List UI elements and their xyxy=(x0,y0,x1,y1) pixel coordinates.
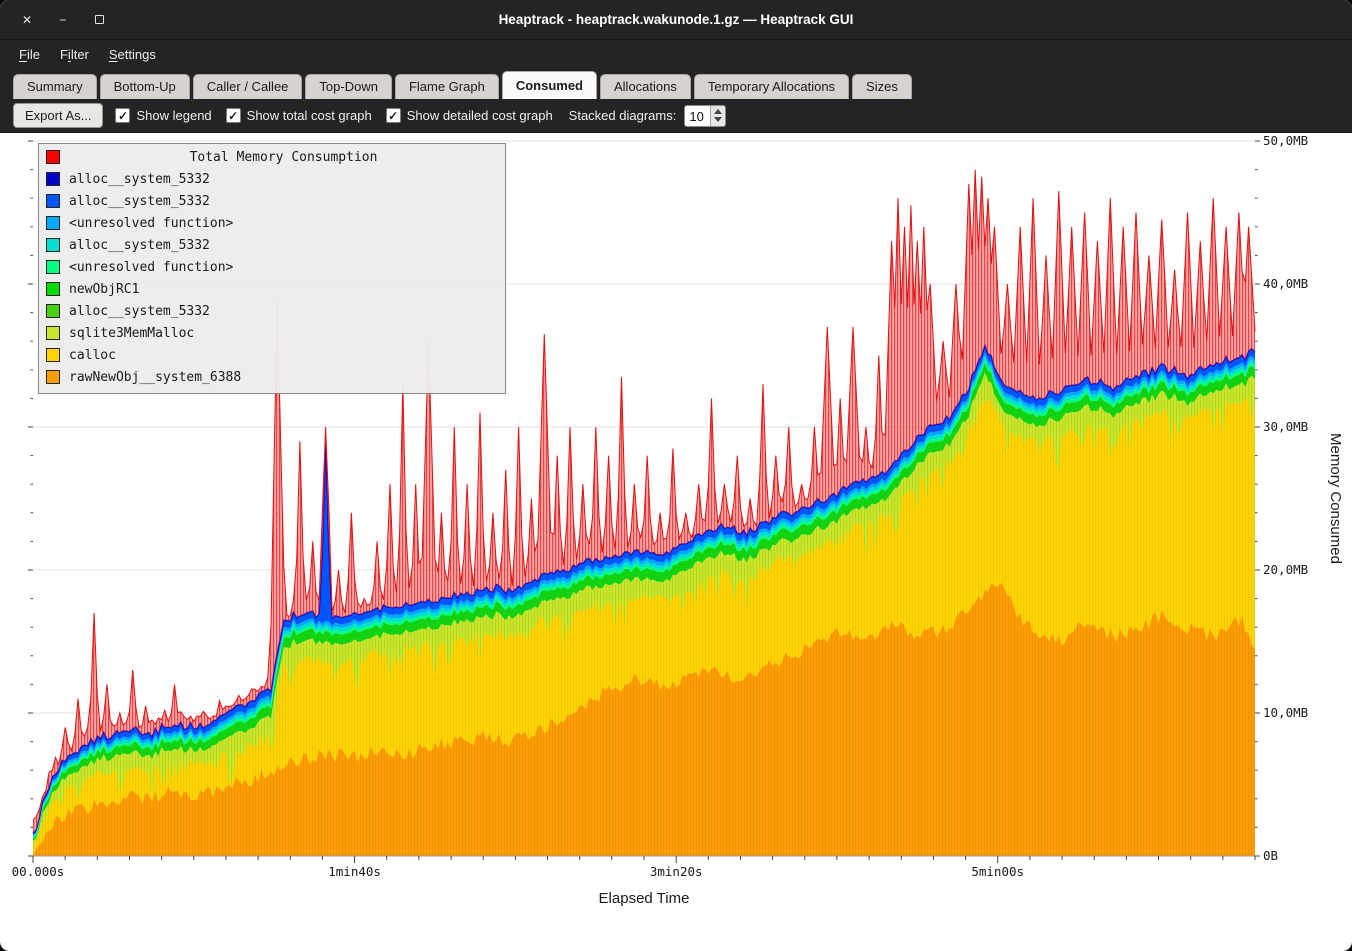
legend-swatch xyxy=(46,348,60,362)
legend-swatch-total xyxy=(46,150,60,164)
y-axis-title: Memory Consumed xyxy=(1327,433,1344,564)
checkbox-box[interactable]: ✓ xyxy=(225,108,241,123)
legend-entry: <unresolved function> xyxy=(46,256,498,278)
legend-label: <unresolved function> xyxy=(69,215,234,231)
tab-sizes[interactable]: Sizes xyxy=(852,74,912,99)
legend-label: alloc__system_5332 xyxy=(69,193,210,209)
x-axis-label: 5min00s xyxy=(971,864,1024,879)
legend-entry: alloc__system_5332 xyxy=(46,234,498,256)
legend-swatch xyxy=(46,282,60,296)
tab-bar: Summary Bottom-Up Caller / Callee Top-Down F… xyxy=(0,68,1352,99)
menu-settings[interactable]: Settings xyxy=(108,46,156,62)
checkbox-label: Show detailed cost graph xyxy=(406,108,553,123)
legend-entry: alloc__system_5332 xyxy=(46,190,498,212)
legend-swatch xyxy=(46,260,60,274)
tab-bottom-up[interactable]: Bottom-Up xyxy=(99,74,190,99)
legend-entry: rawNewObj__system_6388 xyxy=(46,366,498,388)
menu-file[interactable]: File xyxy=(19,46,40,62)
tab-temporary-allocations[interactable]: Temporary Allocations xyxy=(693,74,850,99)
legend-label: <unresolved function> xyxy=(69,259,234,275)
series-rawNewObj-area xyxy=(33,582,1255,856)
series-total-consumption-line xyxy=(32,169,1256,821)
window-controls: ✕ − xyxy=(16,0,110,39)
tab-top-down[interactable]: Top-Down xyxy=(305,74,392,99)
checkbox-show-total-cost-graph[interactable]: ✓ Show total cost graph xyxy=(225,108,372,123)
legend-entry: sqlite3MemMalloc xyxy=(46,322,498,344)
tab-summary[interactable]: Summary xyxy=(13,74,97,99)
memory-consumption-chart[interactable]: 0B 10,0MB 20,0MB 30,0MB 40,0MB 50,0MB 00.000s 1… xyxy=(0,133,1352,951)
y-axis-label: 20,0MB xyxy=(1263,562,1308,577)
legend-label: newObjRC1 xyxy=(69,281,140,297)
legend-label: alloc__system_5332 xyxy=(69,171,210,187)
spin-up-icon[interactable] xyxy=(714,109,723,114)
y-axis-label: 30,0MB xyxy=(1263,419,1308,434)
y-axis-label: 0B xyxy=(1263,848,1278,863)
y-axis-label: 50,0MB xyxy=(1263,133,1308,148)
legend-entry: newObjRC1 xyxy=(46,278,498,300)
stacked-diagrams-value: 10 xyxy=(689,108,704,124)
legend-label: alloc__system_5332 xyxy=(69,303,210,319)
checkbox-box[interactable]: ✓ xyxy=(115,108,131,123)
legend-swatch xyxy=(46,216,60,230)
checkbox-label: Show total cost graph xyxy=(246,108,372,123)
legend-title: Total Memory Consumption xyxy=(189,149,378,165)
stacked-diagrams-label: Stacked diagrams: xyxy=(568,108,677,123)
x-axis-label: 00.000s xyxy=(12,864,65,879)
legend-swatch xyxy=(46,370,60,384)
legend-swatch xyxy=(46,304,60,318)
legend-label: calloc xyxy=(69,347,116,363)
y-axis-label: 40,0MB xyxy=(1263,276,1308,291)
checkbox-label: Show legend xyxy=(136,108,212,123)
x-axis-title: Elapsed Time xyxy=(599,890,690,907)
stacked-diagrams-spinbox[interactable]: 10 xyxy=(684,104,727,127)
toolbar: Export As... ✓ Show legend ✓ Show total cos… xyxy=(0,99,1352,133)
legend-title-row: Total Memory Consumption xyxy=(46,146,498,168)
legend-label: rawNewObj__system_6388 xyxy=(69,369,242,385)
checkbox-box[interactable]: ✓ xyxy=(385,108,401,123)
legend-swatch xyxy=(46,238,60,252)
y-axis-label: 10,0MB xyxy=(1263,705,1308,720)
legend-swatch xyxy=(46,326,60,340)
export-as-button[interactable]: Export As... xyxy=(13,103,104,128)
checkbox-group: ✓ Show legend ✓ Show total cost graph ✓ Show … xyxy=(115,108,553,123)
legend-swatch xyxy=(46,172,60,186)
legend-entry: alloc__system_5332 xyxy=(46,300,498,322)
checkbox-show-legend[interactable]: ✓ Show legend xyxy=(115,108,212,123)
tab-allocations[interactable]: Allocations xyxy=(600,74,691,99)
window-title: Heaptrack - heaptrack.wakunode.1.gz — He… xyxy=(498,12,854,27)
maximize-button[interactable] xyxy=(88,9,110,31)
tab-flame-graph[interactable]: Flame Graph xyxy=(394,74,499,99)
series-sqlite3MemMalloc-area xyxy=(33,372,1255,846)
titlebar: ✕ − Heaptrack - heaptrack.wakunode.1.gz … xyxy=(0,0,1352,40)
menubar: File Filter Settings xyxy=(0,40,1352,68)
maximize-icon xyxy=(94,15,104,24)
chart-legend: Total Memory Consumption alloc__system_53… xyxy=(38,143,506,394)
chart-region: 0B 10,0MB 20,0MB 30,0MB 40,0MB 50,0MB 00.000s 1… xyxy=(0,133,1352,951)
tab-caller-callee[interactable]: Caller / Callee xyxy=(192,74,303,99)
x-axis-label: 1min40s xyxy=(328,864,381,879)
legend-entry: <unresolved function> xyxy=(46,212,498,234)
legend-entry: alloc__system_5332 xyxy=(46,168,498,190)
spin-down-icon[interactable] xyxy=(714,117,723,122)
legend-label: sqlite3MemMalloc xyxy=(69,325,195,341)
legend-entry: calloc xyxy=(46,344,498,366)
x-axis-label: 3min20s xyxy=(650,864,703,879)
spinbox-arrows[interactable] xyxy=(710,105,726,126)
legend-swatch xyxy=(46,194,60,208)
menu-filter[interactable]: Filter xyxy=(59,46,89,62)
close-button[interactable]: ✕ xyxy=(21,12,33,27)
checkbox-show-detailed-cost-graph[interactable]: ✓ Show detailed cost graph xyxy=(385,108,553,123)
legend-label: alloc__system_5332 xyxy=(69,237,210,253)
series-total-consumption-area xyxy=(33,169,1255,834)
tab-consumed[interactable]: Consumed xyxy=(501,71,597,99)
series-calloc-area xyxy=(33,383,1255,855)
minimize-button[interactable]: − xyxy=(59,12,67,27)
